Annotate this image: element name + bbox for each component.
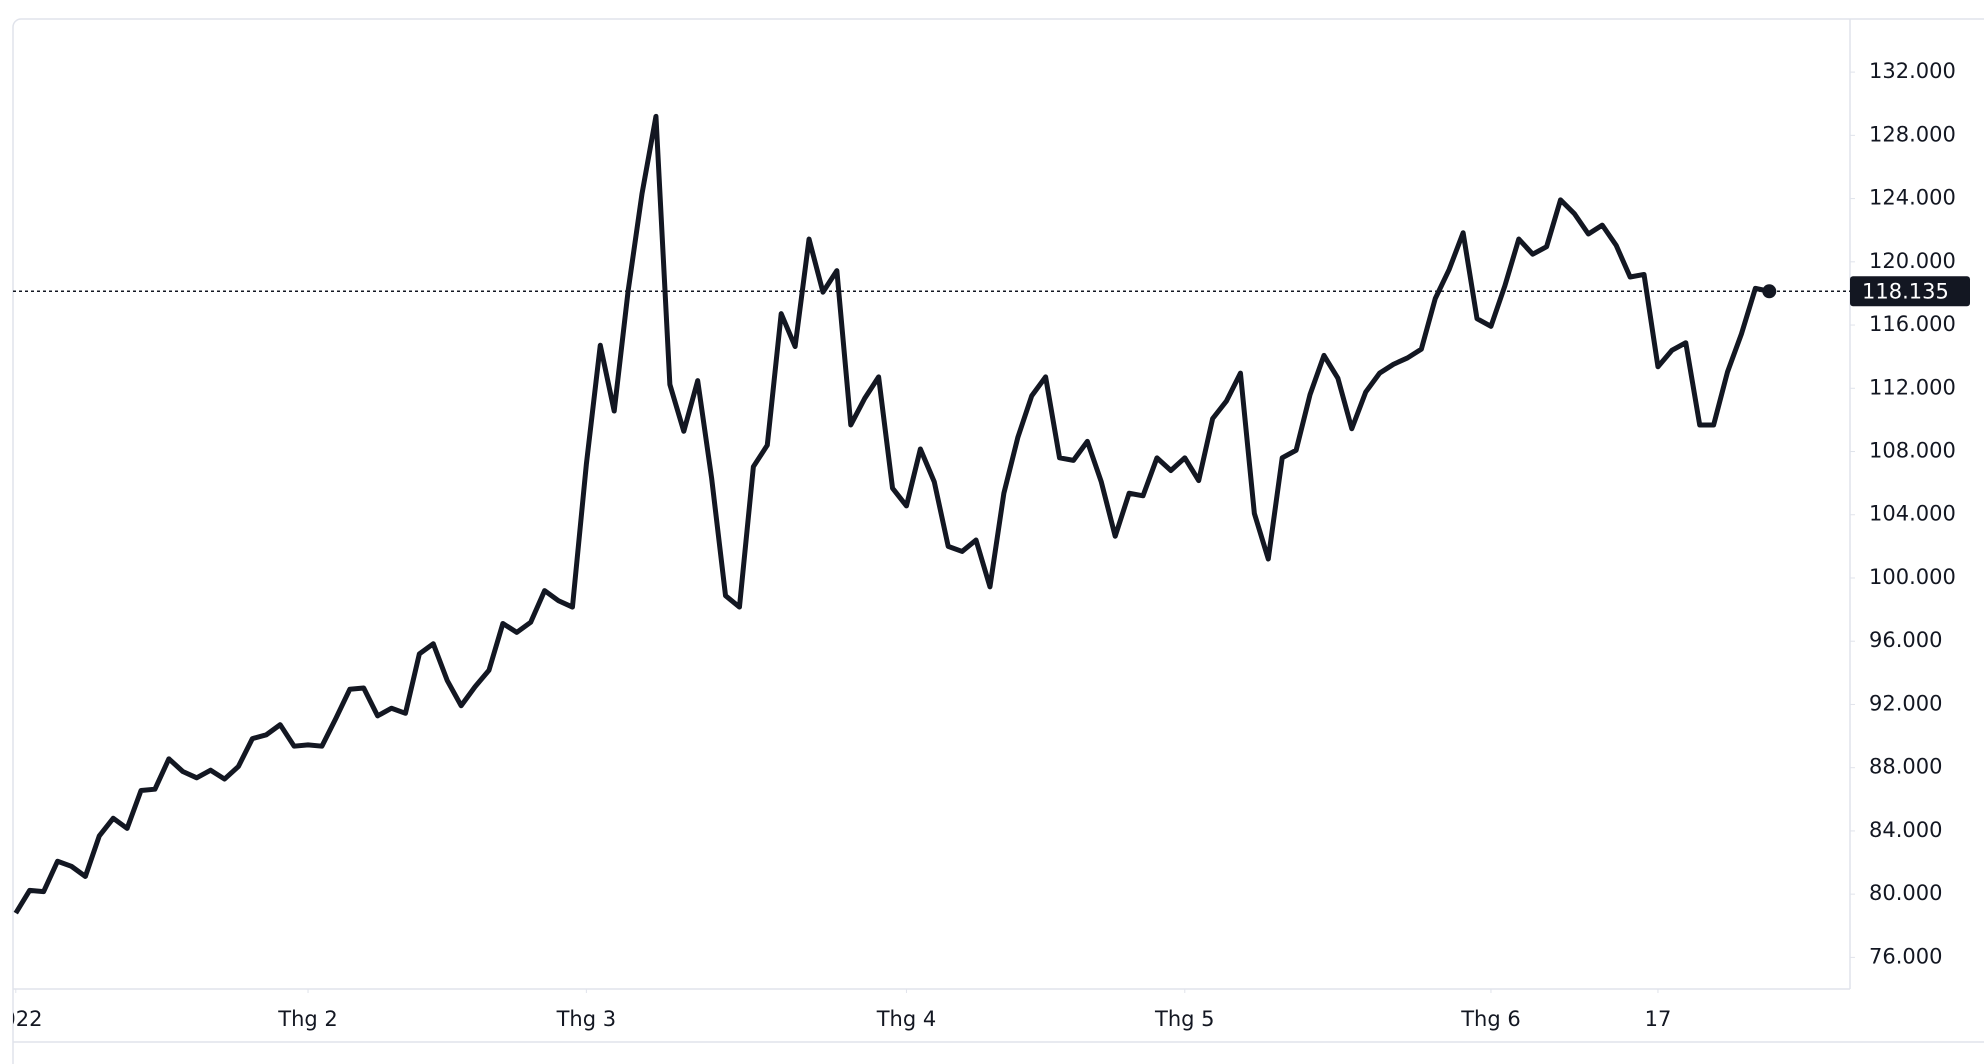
- y-tick-label: 104.000: [1869, 502, 1956, 526]
- price-line: [13, 113, 1770, 915]
- y-tick-label: 124.000: [1869, 186, 1956, 210]
- y-tick-label: 92.000: [1869, 691, 1942, 715]
- x-tick-label: Thg 2: [277, 1007, 338, 1031]
- x-tick-label: Thg 4: [876, 1007, 937, 1031]
- x-tick-label: 2022: [0, 1007, 43, 1031]
- y-tick-label: 96.000: [1869, 628, 1942, 652]
- x-tick-label: Thg 3: [556, 1007, 617, 1031]
- y-tick-label: 76.000: [1869, 944, 1942, 968]
- price-badge: [1850, 276, 1970, 307]
- y-tick-label: 100.000: [1869, 565, 1956, 589]
- y-tick-label: 128.000: [1869, 122, 1956, 146]
- last-point: [1762, 284, 1777, 299]
- x-tick-label: Thg 6: [1460, 1007, 1521, 1031]
- y-tick-label: 132.000: [1869, 59, 1956, 83]
- y-tick-label: 116.000: [1869, 312, 1956, 336]
- y-tick-label: 84.000: [1869, 818, 1942, 842]
- x-tick-label: Thg 5: [1154, 1007, 1215, 1031]
- x-tick-label: 17: [1645, 1007, 1672, 1031]
- y-tick-label: 108.000: [1869, 439, 1956, 463]
- plot: 2022 Thg 2 Thg 3 Thg 4 Thg 5 Thg 6 17: [0, 113, 1777, 1031]
- y-tick-label: 120.000: [1869, 249, 1956, 273]
- y-tick-label: 112.000: [1869, 375, 1956, 399]
- y-tick-label: 80.000: [1869, 881, 1942, 905]
- chart-frame: [12, 18, 1984, 1064]
- y-tick-label: 88.000: [1869, 755, 1942, 779]
- price-badge-label: 118.135: [1862, 279, 1949, 303]
